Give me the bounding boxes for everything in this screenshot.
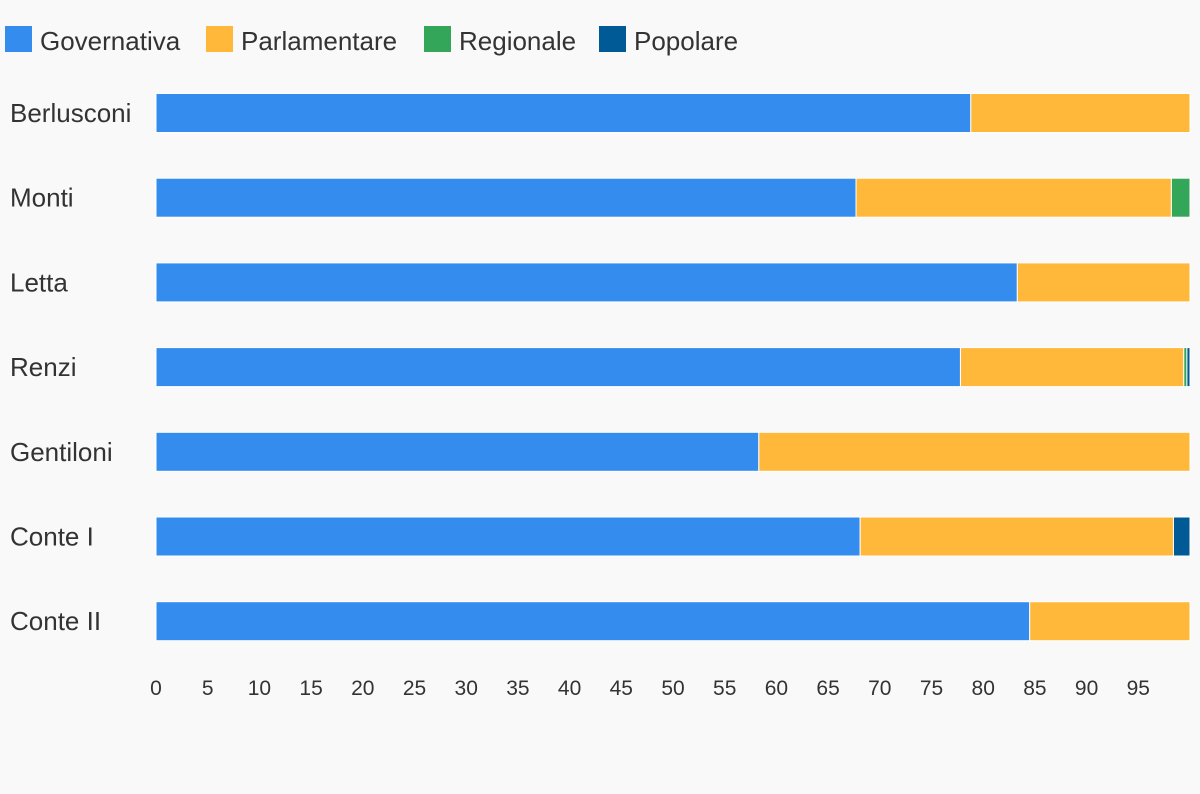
x-tick-label: 20 <box>351 677 374 700</box>
category-label-conte-i: Conte I <box>10 522 94 552</box>
x-tick-label: 55 <box>713 677 736 700</box>
x-tick-label: 40 <box>558 677 581 700</box>
category-label-berlusconi: Berlusconi <box>10 98 131 128</box>
bar-berlusconi-parlamentare <box>970 93 1191 133</box>
x-tick-label: 70 <box>868 677 891 700</box>
x-tick-label: 60 <box>765 677 788 700</box>
x-tick-label: 10 <box>248 677 271 700</box>
category-label-gentiloni: Gentiloni <box>10 437 113 467</box>
x-tick-label: 15 <box>299 677 322 700</box>
x-tick-label: 45 <box>610 677 633 700</box>
x-tick-label: 0 <box>150 677 162 700</box>
bar-letta-parlamentare <box>1016 262 1191 303</box>
bar-conte-i-parlamentare <box>859 516 1174 557</box>
bar-renzi-governativa <box>155 347 961 388</box>
x-tick-label: 65 <box>816 677 839 700</box>
x-tick-label: 50 <box>661 677 684 700</box>
x-tick-label: 85 <box>1023 677 1046 700</box>
bar-monti-governativa <box>155 177 857 218</box>
legend: Governativa Parlamentare Regionale Popolare <box>5 26 738 56</box>
x-tick-label: 5 <box>202 677 214 700</box>
legend-swatch-popolare <box>599 26 626 52</box>
x-tick-label: 90 <box>1075 677 1098 700</box>
bar-letta-governativa <box>155 262 1018 303</box>
legend-swatch-parlamentare <box>206 26 233 52</box>
legend-label-parlamentare: Parlamentare <box>241 26 397 56</box>
legend-label-regionale: Regionale <box>459 26 576 56</box>
bar-conte-i-governativa <box>155 516 861 557</box>
x-tick-label: 30 <box>455 677 478 700</box>
bar-monti-parlamentare <box>855 177 1172 218</box>
category-labels: Berlusconi Monti Letta Renzi Gentiloni Conte … <box>10 98 131 636</box>
bar-conte-i-popolare <box>1172 516 1191 557</box>
bar-monti-regionale <box>1170 177 1191 218</box>
bars <box>155 93 1191 642</box>
bar-gentiloni-governativa <box>155 431 760 472</box>
x-tick-label: 95 <box>1127 677 1150 700</box>
bar-conte-ii-parlamentare <box>1029 601 1191 642</box>
x-tick-label: 25 <box>403 677 426 700</box>
legend-swatch-governativa <box>5 26 32 52</box>
x-tick-label: 75 <box>920 677 943 700</box>
x-tick-label: 35 <box>506 677 529 700</box>
x-tick-label: 80 <box>972 677 995 700</box>
bar-gentiloni-parlamentare <box>758 431 1191 472</box>
bar-conte-ii-governativa <box>155 601 1031 642</box>
x-axis-ticks: 0 5 10 15 20 25 30 35 40 45 50 55 60 65 70 75 80 85 90 95 <box>150 677 1150 700</box>
legend-label-governativa: Governativa <box>40 26 181 56</box>
legend-swatch-regionale <box>424 26 451 52</box>
category-label-conte-ii: Conte II <box>10 606 101 636</box>
category-label-letta: Letta <box>10 267 68 297</box>
bar-berlusconi-governativa <box>155 93 972 133</box>
category-label-monti: Monti <box>10 183 74 213</box>
bar-renzi-popolare <box>1186 347 1191 388</box>
legend-label-popolare: Popolare <box>634 26 738 56</box>
bar-renzi-parlamentare <box>959 347 1185 388</box>
category-label-renzi: Renzi <box>10 352 76 382</box>
